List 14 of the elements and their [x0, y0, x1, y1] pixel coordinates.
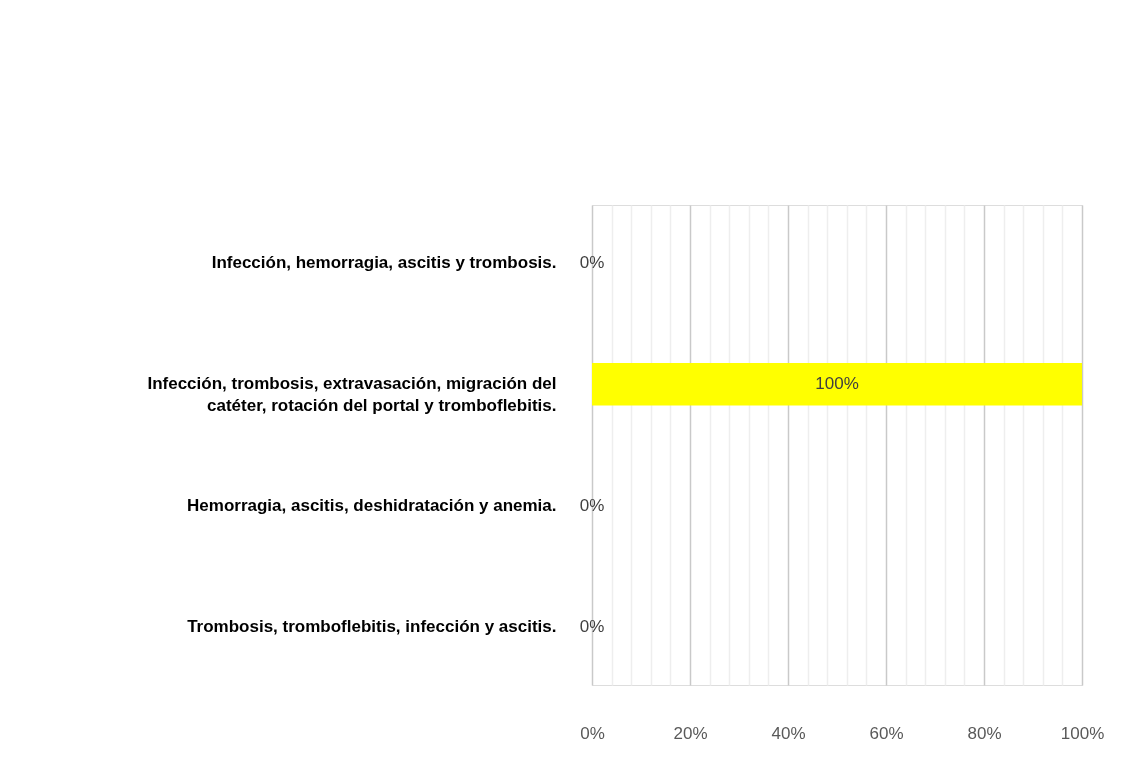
y-tick-label: Infección, hemorragia, ascitis y trombosis. [211, 252, 557, 272]
data-label: 100% [815, 374, 859, 394]
data-label: 0% [579, 252, 605, 272]
x-tick-label: 0% [580, 723, 605, 743]
x-tick-label: 20% [673, 723, 708, 743]
x-tick-label: 100% [1060, 723, 1105, 743]
y-tick-label: Hemorragia, ascitis, deshidratación y anemia. [187, 495, 557, 515]
data-label: 0% [579, 617, 605, 637]
x-tick-label: 60% [869, 723, 904, 743]
y-tick-label: Infección, trombosis, extravasación, migración del catéter, rotación del portal y tromboflebitis. [147, 374, 557, 416]
data-label: 0% [579, 495, 605, 515]
x-tick-label: 80% [967, 723, 1002, 743]
x-tick-label: 40% [771, 723, 806, 743]
y-tick-label: Trombosis, tromboflebitis, infección y ascitis. [187, 617, 557, 637]
